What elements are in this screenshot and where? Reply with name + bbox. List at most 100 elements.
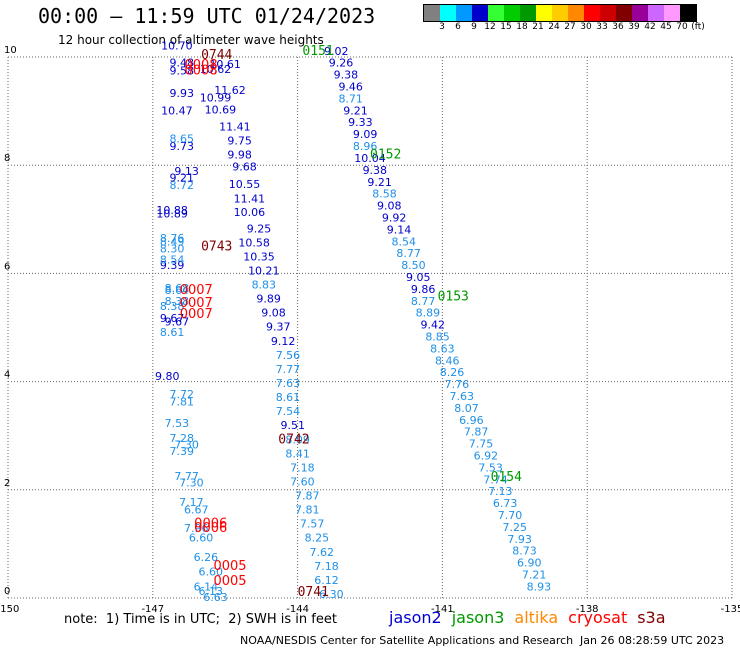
pass-time-label: 0743	[201, 240, 232, 255]
swh-label-jason3: 8.76	[160, 232, 185, 245]
swh-label-jason3: 6.60	[198, 565, 223, 578]
swh-label-jason2: 8.46	[435, 354, 460, 367]
swh-label-jason3: 6.67	[184, 504, 209, 517]
swh-label-cryosat: 0007	[180, 307, 213, 322]
x-tick-label: -144	[286, 604, 309, 615]
x-tick-label: -150	[0, 604, 19, 615]
legend-jason3: jason3	[451, 608, 505, 627]
color-scale-label: 6	[455, 22, 461, 32]
footer-note: note: 1) Time is in UTC; 2) SWH is in fe…	[64, 612, 337, 627]
swh-label-jason2: 8.58	[372, 188, 397, 201]
swh-label-jason3: 10.47	[161, 104, 193, 117]
swh-label-jason3: 10.89	[156, 208, 188, 221]
swh-label-jason2: 9.46	[338, 81, 363, 94]
swh-label-jason3: 10.62	[200, 63, 232, 76]
swh-label-jason2: 6.90	[517, 557, 542, 570]
x-tick-label: -135	[721, 604, 740, 615]
swh-label-jason2: 8.54	[392, 235, 417, 248]
swh-label-jason2: 7.63	[449, 390, 474, 403]
swh-label-jason3: 7.77	[174, 470, 199, 483]
color-scale-label: 70	[676, 22, 688, 32]
y-tick-label: 6	[4, 261, 10, 272]
color-scale-bar	[423, 4, 697, 22]
swh-label-jason3: 7.39	[170, 445, 195, 458]
swh-label-cryosat: 0007	[180, 296, 213, 311]
color-scale-label: 18	[516, 22, 528, 32]
swh-label-jason3: 10.61	[209, 58, 241, 71]
color-swatch	[664, 5, 680, 21]
swh-label-jason2: 9.86	[411, 283, 436, 296]
swh-label-jason3: 10.35	[243, 250, 275, 263]
swh-label-jason2: 9.08	[377, 200, 402, 213]
swh-label-jason3: 10.69	[205, 103, 237, 116]
x-tick-label: -141	[431, 604, 454, 615]
swh-label-jason3: 9.75	[227, 135, 252, 148]
y-tick-label: 0	[4, 586, 10, 597]
swh-label-jason3: 11.62	[214, 84, 246, 97]
swh-label-cryosat: 0006	[194, 517, 227, 532]
swh-label-jason2: 9.21	[367, 176, 392, 189]
swh-label-jason3: 9.80	[155, 370, 180, 383]
swh-label-jason2: 8.96	[353, 140, 378, 153]
swh-label-jason3: 9.58	[170, 64, 195, 77]
swh-label-jason3: 8.30	[160, 242, 185, 255]
color-scale-label: 27	[564, 22, 576, 32]
swh-label-cryosat: 0006	[194, 521, 227, 536]
swh-label-cryosat: 0008	[185, 63, 218, 78]
pass-time-label: 0154	[491, 470, 522, 485]
swh-label-jason3: 8.38	[160, 300, 185, 313]
swh-label-jason3: 8.38	[165, 295, 190, 308]
swh-label-jason3: 9.39	[160, 259, 185, 272]
swh-label-jason3: 8.64	[165, 284, 190, 297]
color-swatch	[584, 5, 600, 21]
swh-label-jason2: 8.77	[411, 295, 436, 308]
swh-label-jason2: 7.25	[503, 521, 528, 534]
legend-altika: altika	[514, 608, 559, 627]
swh-label-cryosat: 0008	[185, 58, 218, 73]
swh-label-jason3: 9.68	[232, 161, 257, 174]
color-swatch	[472, 5, 488, 21]
legend-cryosat: cryosat	[568, 608, 628, 627]
swh-label-cryosat: 0007	[180, 283, 213, 298]
chart-title: 00:00 – 11:59 UTC 01/24/2023	[38, 4, 376, 28]
color-scale-label: (ft)	[691, 22, 705, 32]
swh-label-jason3: 9.73	[170, 140, 195, 153]
swh-label-jason3: 8.25	[305, 532, 330, 545]
swh-label-jason2: 7.93	[507, 533, 532, 546]
swh-label-jason3: 8.54	[160, 254, 185, 267]
swh-label-jason3: 8.65	[170, 132, 195, 145]
swh-label-jason2: 9.26	[329, 57, 354, 70]
swh-label-jason3: 11.41	[234, 193, 266, 206]
swh-label-jason3: 7.18	[314, 560, 339, 573]
swh-label-jason3: 7.60	[290, 475, 315, 488]
swh-label-jason3: 9.48	[170, 57, 195, 70]
swh-label-jason2: 7.87	[464, 426, 489, 439]
swh-label-jason2: 8.07	[454, 402, 479, 415]
swh-label-jason3: 7.63	[276, 377, 301, 390]
y-tick-label: 2	[4, 478, 10, 489]
color-scale-label: 30	[580, 22, 592, 32]
swh-label-jason3: 8.72	[170, 179, 195, 192]
swh-label-cryosat: 0005	[213, 559, 246, 574]
swh-label-jason3: 8.61	[276, 391, 301, 404]
swh-label-jason3: 7.54	[276, 405, 301, 418]
color-scale-label: 21	[532, 22, 544, 32]
color-scale-label: 15	[500, 22, 512, 32]
color-scale-label: 42	[644, 22, 656, 32]
swh-label-jason2: 8.85	[425, 330, 450, 343]
swh-label-jason3: 9.51	[281, 419, 306, 432]
swh-label-jason3: 7.96	[184, 522, 209, 535]
swh-label-jason3: 9.13	[174, 165, 199, 178]
swh-label-jason2: 9.92	[382, 211, 407, 224]
color-swatch	[680, 5, 696, 21]
swh-label-jason3: 10.99	[200, 91, 232, 104]
swh-label-jason3: 9.12	[271, 335, 296, 348]
swh-label-jason2: 8.77	[396, 247, 421, 260]
swh-label-jason3: 10.06	[234, 206, 266, 219]
swh-label-jason3: 8.49	[160, 235, 185, 248]
swh-label-jason2: 7.70	[498, 509, 523, 522]
swh-label-jason2: 10.04	[354, 152, 386, 165]
swh-label-jason2: 9.42	[420, 319, 445, 332]
swh-label-jason3: 9.25	[247, 222, 272, 235]
